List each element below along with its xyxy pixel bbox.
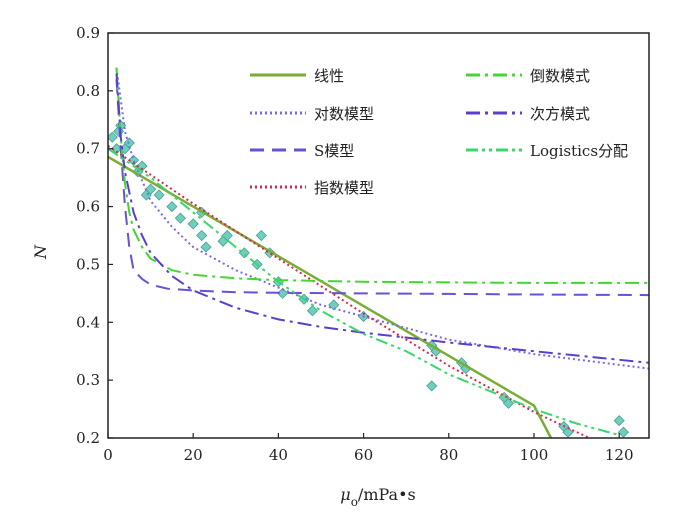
- series-line-5: [115, 73, 649, 364]
- scatter-point-32: [426, 380, 438, 392]
- plot-frame: [107, 32, 650, 439]
- x-tick-label-3: 60: [354, 446, 373, 464]
- x-axis-title-unit: /mPa•s: [358, 485, 416, 504]
- x-tick-label-2: 40: [269, 446, 288, 464]
- y-tick-label-6: 0.8: [76, 82, 100, 100]
- scatter-point-17: [200, 241, 212, 253]
- scatter-point-0: [108, 131, 118, 143]
- series-line-2: [115, 79, 649, 297]
- series-line-3: [108, 144, 590, 438]
- y-tick-label-1: 0.3: [76, 371, 100, 389]
- legend-label-2: S模型: [314, 142, 354, 160]
- x-tick-label-5: 100: [520, 446, 549, 464]
- x-axis-title: μo/mPa•s: [340, 485, 415, 509]
- scatter-point-38: [562, 426, 574, 438]
- y-tick-label-4: 0.6: [76, 198, 100, 216]
- y-tick-label-5: 0.7: [76, 140, 100, 158]
- scatter-point-27: [306, 305, 319, 317]
- scatter-point-39: [613, 415, 625, 427]
- scatter-point-12: [166, 201, 178, 213]
- scatter-point-14: [187, 218, 199, 230]
- y-tick-label-0: 0.2: [76, 429, 100, 447]
- x-tick-label-4: 80: [439, 446, 458, 464]
- scatter-point-25: [277, 287, 289, 299]
- scatter-point-22: [255, 229, 267, 242]
- legend-label-0: 线性: [314, 67, 344, 85]
- y-tick-label-2: 0.4: [76, 313, 100, 331]
- x-tick-label-6: 120: [605, 446, 634, 464]
- x-tick-label-0: 0: [103, 446, 113, 464]
- scatter-point-13: [174, 212, 186, 224]
- scatter-point-20: [238, 247, 250, 259]
- y-tick-label-7: 0.9: [76, 24, 100, 42]
- series-line-6: [108, 147, 620, 437]
- series-line-4: [115, 67, 649, 284]
- legend-label-1: 对数模型: [314, 105, 374, 123]
- scatter-point-28: [328, 299, 340, 311]
- legend-label-3: 指数模型: [314, 179, 374, 197]
- scatter-point-36: [502, 397, 514, 409]
- x-axis-title-sub: o: [351, 495, 358, 509]
- x-tick-label-1: 20: [184, 446, 203, 464]
- scatter-point-11: [153, 189, 165, 201]
- x-axis-title-mu: μ: [340, 485, 350, 504]
- scatter-point-10: [145, 183, 157, 195]
- legend-label-6: Logistics分配: [530, 142, 628, 160]
- legend-label-4: 倒数模式: [530, 67, 590, 85]
- series-line-0: [108, 155, 553, 438]
- legend-label-5: 次方模式: [530, 105, 590, 123]
- y-axis-title: N: [31, 244, 50, 260]
- scatter-point-40: [617, 426, 630, 438]
- scatter-point-16: [196, 229, 208, 242]
- y-tick-label-3: 0.5: [76, 255, 100, 273]
